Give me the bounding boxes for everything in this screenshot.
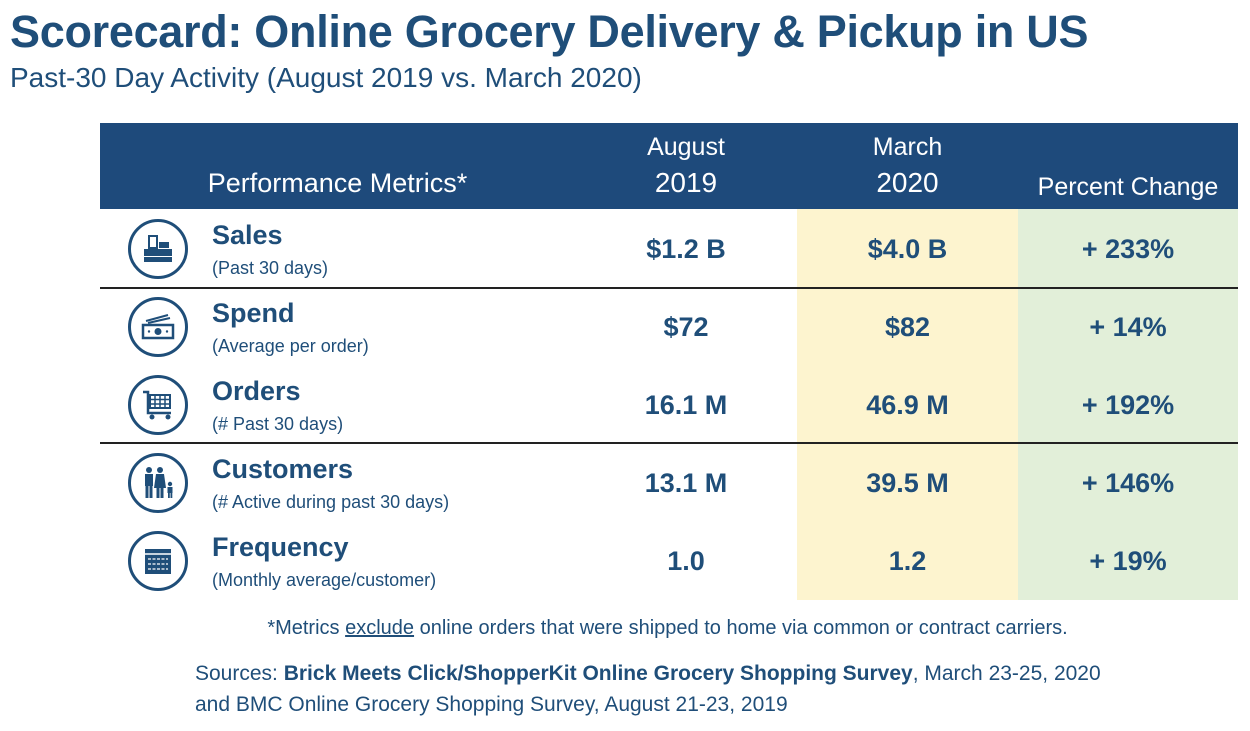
mar-2020-value: $4.0 B [867,234,948,264]
metric-description: (Average per order) [212,336,369,356]
page-subtitle: Past-30 Day Activity (August 2019 vs. Ma… [10,62,642,93]
footnote-underlined: exclude [345,617,415,639]
march-column-highlight [797,209,1018,600]
header-mar-line1: March [872,133,943,161]
family-icon [128,453,188,513]
shopping-cart-icon [128,375,188,435]
footnote: *Metrics exclude online orders that were… [0,617,1250,640]
cash-register-icon [128,219,188,279]
percent-change-value: + 192% [1081,390,1175,420]
percent-change-value: + 146% [1081,468,1175,498]
money-icon [128,297,188,357]
table-row: Customers (# Active during past 30 days) 1… [100,444,1238,522]
metric-description: (Monthly average/customer) [212,570,437,590]
calendar-icon [128,531,188,591]
footnote-text: *Metrics [267,617,346,639]
table-row: Frequency (Monthly average/customer) 1.0 1.… [100,522,1238,600]
metric-name: Sales [212,220,283,250]
sources-survey: Brick Meets Click/ShopperKit Online Groc… [283,662,913,685]
header-mar-line2: 2020 [876,167,939,198]
percent-change-value: + 14% [1089,312,1167,342]
page-title: Scorecard: Online Grocery Delivery & Pic… [10,6,1089,57]
sources-label: Sources: [195,662,284,685]
metric-name: Orders [212,376,301,406]
table-row: Orders (# Past 30 days) 16.1 M 46.9 M + 192% [100,366,1238,444]
header-aug-line1: August [647,133,725,161]
aug-2019-value: 1.0 [667,546,705,576]
metric-description: (# Active during past 30 days) [212,492,450,512]
percent-change-value: + 233% [1081,234,1175,264]
header-metrics: Performance Metrics* [207,168,468,198]
table-row: Spend (Average per order) $72 $82 + 14% [100,288,1238,366]
mar-2020-value: 1.2 [888,546,927,576]
row-divider [100,287,1238,289]
sources-line2: and BMC Online Grocery Shopping Survey, … [195,693,788,716]
metric-description: (Past 30 days) [212,258,329,278]
sources-date: , March 23-25, 2020 [912,662,1101,685]
header-aug-line2: 2019 [654,167,718,198]
footnote-text-rest: online orders that were shipped to home … [414,617,1068,639]
metric-name: Frequency [212,532,349,562]
table-row: Sales (Past 30 days) $1.2 B $4.0 B + 233% [100,210,1238,288]
aug-2019-value: 16.1 M [644,390,728,420]
scorecard-table: Performance Metrics* August 2019 March 2… [100,123,1238,600]
sources-line1: Sources: Brick Meets Click/ShopperKit On… [195,662,1101,686]
table-header: Performance Metrics* August 2019 March 2… [100,123,1238,209]
aug-2019-value: $1.2 B [646,234,726,264]
change-column-highlight [1018,209,1238,600]
metric-description: (# Past 30 days) [212,414,344,434]
percent-change-value: + 19% [1089,546,1167,576]
metric-name: Spend [212,298,295,328]
aug-2019-value: $72 [663,312,709,342]
mar-2020-value: 46.9 M [866,390,949,420]
row-divider [100,442,1238,444]
header-change: Percent Change [1037,173,1219,201]
aug-2019-value: 13.1 M [644,468,728,498]
mar-2020-value: $82 [884,312,931,342]
mar-2020-value: 39.5 M [866,468,949,498]
metric-name: Customers [212,454,354,484]
